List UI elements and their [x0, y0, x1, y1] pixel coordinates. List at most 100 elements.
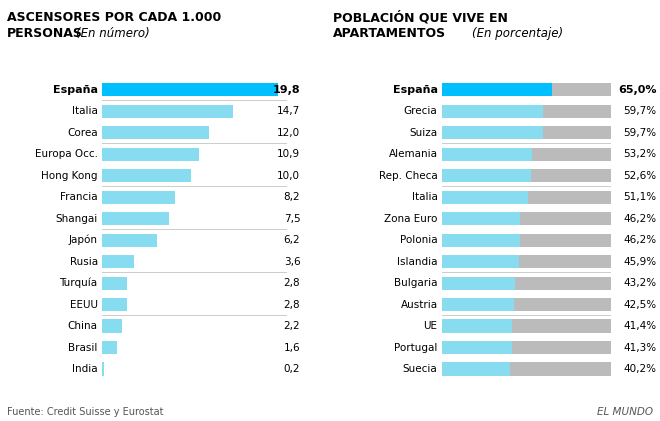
- Text: ASCENSORES POR CADA 1.000: ASCENSORES POR CADA 1.000: [7, 11, 221, 24]
- Bar: [442, 83, 552, 96]
- Bar: [442, 191, 528, 204]
- Bar: [442, 212, 520, 225]
- Bar: [442, 234, 520, 247]
- Bar: [102, 83, 279, 96]
- Text: EL MUNDO: EL MUNDO: [597, 407, 653, 417]
- Text: Europa Occ.: Europa Occ.: [35, 149, 98, 159]
- Text: Rusia: Rusia: [69, 257, 98, 266]
- Text: Bulgaria: Bulgaria: [394, 278, 438, 288]
- Text: Japón: Japón: [69, 235, 98, 245]
- Bar: [102, 148, 199, 161]
- Text: 51,1%: 51,1%: [624, 192, 657, 202]
- Text: 41,4%: 41,4%: [624, 321, 657, 331]
- Text: Austria: Austria: [401, 300, 438, 310]
- Text: 0,2: 0,2: [284, 364, 300, 374]
- Text: 10,9: 10,9: [277, 149, 300, 159]
- Bar: [442, 298, 513, 311]
- Text: 6,2: 6,2: [284, 235, 300, 245]
- Text: 19,8: 19,8: [273, 85, 300, 95]
- Text: Shangai: Shangai: [55, 214, 98, 224]
- Bar: [102, 298, 127, 311]
- Bar: [442, 277, 515, 290]
- Bar: [552, 83, 610, 96]
- Bar: [520, 212, 610, 225]
- Bar: [442, 362, 510, 376]
- Bar: [512, 341, 610, 354]
- Text: Francia: Francia: [60, 192, 98, 202]
- Text: 12,0: 12,0: [277, 128, 300, 138]
- Bar: [531, 169, 610, 182]
- Text: 8,2: 8,2: [284, 192, 300, 202]
- Text: Hong Kong: Hong Kong: [41, 171, 98, 181]
- Text: 46,2%: 46,2%: [624, 214, 657, 224]
- Text: Italia: Italia: [72, 106, 98, 116]
- Text: 42,5%: 42,5%: [624, 300, 657, 310]
- Bar: [102, 212, 169, 225]
- Text: Fuente: Credit Suisse y Eurostat: Fuente: Credit Suisse y Eurostat: [7, 407, 163, 417]
- Text: Zona Euro: Zona Euro: [384, 214, 438, 224]
- Text: Suiza: Suiza: [409, 128, 438, 138]
- Text: 46,2%: 46,2%: [624, 235, 657, 245]
- Bar: [442, 341, 512, 354]
- Bar: [512, 320, 610, 333]
- Text: Brasil: Brasil: [68, 343, 98, 353]
- Bar: [102, 362, 104, 376]
- Text: 7,5: 7,5: [284, 214, 300, 224]
- Bar: [510, 362, 610, 376]
- Bar: [528, 191, 610, 204]
- Bar: [102, 277, 127, 290]
- Text: 3,6: 3,6: [284, 257, 300, 266]
- Text: India: India: [72, 364, 98, 374]
- Bar: [442, 255, 519, 268]
- Text: 14,7: 14,7: [277, 106, 300, 116]
- Text: España: España: [393, 85, 438, 95]
- Bar: [515, 277, 611, 290]
- Text: APARTAMENTOS: APARTAMENTOS: [333, 27, 446, 40]
- Text: 53,2%: 53,2%: [624, 149, 657, 159]
- Text: UE: UE: [424, 321, 438, 331]
- Bar: [513, 298, 610, 311]
- Bar: [102, 169, 191, 182]
- Text: China: China: [68, 321, 98, 331]
- Text: 10,0: 10,0: [277, 171, 300, 181]
- Text: 45,9%: 45,9%: [624, 257, 657, 266]
- Bar: [102, 104, 233, 118]
- Text: Alemania: Alemania: [389, 149, 438, 159]
- Bar: [520, 234, 610, 247]
- Text: España: España: [53, 85, 98, 95]
- Text: 59,7%: 59,7%: [624, 128, 657, 138]
- Text: POBLACIÓN QUE VIVE EN: POBLACIÓN QUE VIVE EN: [333, 11, 508, 24]
- Text: 41,3%: 41,3%: [624, 343, 657, 353]
- Bar: [102, 255, 134, 268]
- Text: 40,2%: 40,2%: [624, 364, 657, 374]
- Text: Polonia: Polonia: [400, 235, 438, 245]
- Bar: [442, 320, 512, 333]
- Bar: [102, 191, 175, 204]
- Text: Italia: Italia: [412, 192, 438, 202]
- Text: EEUU: EEUU: [70, 300, 98, 310]
- Text: 52,6%: 52,6%: [624, 171, 657, 181]
- Bar: [102, 320, 122, 333]
- Text: 65,0%: 65,0%: [618, 85, 657, 95]
- Bar: [532, 148, 610, 161]
- Bar: [442, 104, 543, 118]
- Text: Rep. Checa: Rep. Checa: [379, 171, 438, 181]
- Bar: [102, 234, 158, 247]
- Bar: [102, 341, 117, 354]
- Text: Corea: Corea: [67, 128, 98, 138]
- Text: 59,7%: 59,7%: [624, 106, 657, 116]
- Text: PERSONAS: PERSONAS: [7, 27, 82, 40]
- Bar: [442, 126, 543, 139]
- Text: Turquía: Turquía: [59, 278, 98, 288]
- Bar: [519, 255, 611, 268]
- Text: 1,6: 1,6: [284, 343, 300, 353]
- Bar: [102, 126, 209, 139]
- Text: 2,8: 2,8: [284, 278, 300, 288]
- Bar: [442, 169, 531, 182]
- Text: (En porcentaje): (En porcentaje): [472, 27, 563, 40]
- Text: 2,2: 2,2: [284, 321, 300, 331]
- Bar: [442, 148, 532, 161]
- Text: Suecia: Suecia: [403, 364, 438, 374]
- Bar: [543, 126, 610, 139]
- Text: Portugal: Portugal: [394, 343, 438, 353]
